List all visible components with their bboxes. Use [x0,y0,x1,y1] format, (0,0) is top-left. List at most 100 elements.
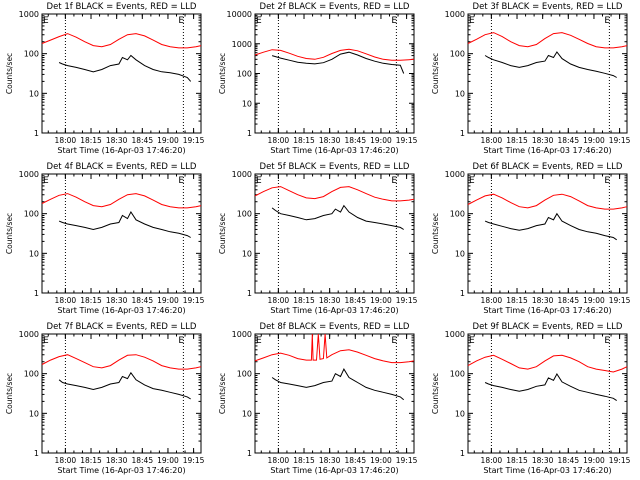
x-tick-label: 18:45 [557,296,579,305]
chart-title: Det 8f BLACK = Events, RED = LLD [260,322,410,332]
x-tick-label: 18:00 [268,136,290,145]
x-tick-label: 18:00 [481,456,503,465]
events-series-line [58,54,192,82]
x-axis-label: Start Time (16-Apr-03 17:46:20) [270,146,398,155]
x-tick-label: 19:00 [370,456,392,465]
x-tick-label: 19:00 [370,296,392,305]
y-tick-label: 100 [24,210,39,219]
y-tick-label: 100 [450,370,465,379]
events-series-line [271,204,404,230]
x-tick-label: 19:15 [609,136,631,145]
events-series-line [58,371,191,400]
y-tick-label: 100 [237,70,252,79]
x-tick-label: 19:15 [609,456,631,465]
y-tick-label: 1 [247,449,252,458]
x-tick-label: 19:00 [157,296,179,305]
y-tick-label: 100 [450,210,465,219]
time-marker-label: E [256,176,262,186]
x-tick-label: 19:15 [609,296,631,305]
y-tick-label: 1 [34,289,39,298]
x-tick-label: 18:45 [344,456,366,465]
chart-panel: Det 2f BLACK = Events, RED = LLD 1 10 100 10… [218,2,418,155]
x-axis-label: Start Time (16-Apr-03 17:46:20) [270,306,398,315]
y-tick-label: 1000 [232,40,252,49]
time-marker-label: E [256,336,262,346]
axes-frame [41,173,202,294]
time-marker-label: E [178,336,184,346]
events-series-line [484,212,617,241]
x-tick-label: 18:45 [131,456,153,465]
x-tick-label: 18:15 [293,136,315,145]
chart-panel: Det 3f BLACK = Events, RED = LLD 1 10 100 10… [431,2,631,155]
lld-series-line [41,354,202,370]
lld-series-line [467,193,628,210]
x-tick-label: 18:15 [506,136,528,145]
chart-title: Det 1f BLACK = Events, RED = LLD [47,2,197,12]
axes-frame [467,333,628,454]
axes-frame [254,13,415,134]
y-tick-label: 1 [247,129,252,138]
y-tick-label: 1000 [232,170,252,179]
chart-title: Det 4f BLACK = Events, RED = LLD [47,162,197,172]
y-tick-label: 1000 [445,10,465,19]
x-axis-label: Start Time (16-Apr-03 17:46:20) [57,466,185,475]
axes-frame [254,173,415,294]
x-tick-label: 19:00 [157,136,179,145]
axes-frame [41,13,202,134]
time-marker-label: E [469,176,475,186]
y-tick-label: 1 [460,449,465,458]
axes-frame [467,13,628,134]
time-marker-label: E [604,176,610,186]
time-marker-label: E [43,176,49,186]
y-axis-label: Counts/sec [431,373,440,414]
x-axis-label: Start Time (16-Apr-03 17:46:20) [57,146,185,155]
y-tick-label: 10000 [227,10,252,19]
x-tick-label: 19:15 [396,456,418,465]
x-tick-label: 19:15 [183,136,205,145]
y-tick-label: 10 [242,99,252,108]
x-tick-label: 18:15 [80,136,102,145]
time-marker-label: E [391,16,397,26]
y-axis-label: Counts/sec [431,213,440,254]
lld-series-line [254,333,415,364]
x-tick-label: 18:30 [319,456,341,465]
x-tick-label: 19:00 [370,136,392,145]
y-tick-label: 1 [460,289,465,298]
chart-panel: Det 9f BLACK = Events, RED = LLD 1 10 100 10… [431,322,631,475]
x-tick-label: 18:15 [293,296,315,305]
y-tick-label: 10 [455,89,465,98]
x-tick-label: 18:45 [344,136,366,145]
chart-title: Det 3f BLACK = Events, RED = LLD [473,2,623,12]
axes-frame [254,333,415,454]
lld-series-line [41,193,202,209]
y-axis-label: Counts/sec [5,53,14,94]
y-tick-label: 1 [247,289,252,298]
events-series-line [58,211,191,238]
time-marker-label: E [43,16,49,26]
y-tick-label: 10 [29,249,39,258]
chart-title: Det 6f BLACK = Events, RED = LLD [473,162,623,172]
y-tick-label: 10 [455,409,465,418]
chart-panel: Det 1f BLACK = Events, RED = LLD 1 10 100 10… [5,2,205,155]
chart-panel: Det 6f BLACK = Events, RED = LLD 1 10 100 10… [431,162,631,315]
time-marker-label: E [43,336,49,346]
x-tick-label: 18:45 [344,296,366,305]
x-tick-label: 18:15 [293,456,315,465]
x-tick-label: 18:30 [106,296,128,305]
y-tick-label: 1000 [445,330,465,339]
y-axis-label: Counts/sec [431,53,440,94]
x-tick-label: 18:00 [55,456,77,465]
chart-title: Det 5f BLACK = Events, RED = LLD [260,162,410,172]
y-axis-label: Counts/sec [218,213,227,254]
y-tick-label: 1 [34,449,39,458]
x-axis-label: Start Time (16-Apr-03 17:46:20) [270,466,398,475]
y-axis-label: Counts/sec [218,53,227,94]
x-tick-label: 18:30 [532,136,554,145]
lld-series-line [467,354,628,373]
y-tick-label: 10 [455,249,465,258]
y-axis-label: Counts/sec [5,213,14,254]
x-tick-label: 18:15 [80,456,102,465]
x-tick-label: 19:00 [157,456,179,465]
x-tick-label: 18:30 [532,296,554,305]
